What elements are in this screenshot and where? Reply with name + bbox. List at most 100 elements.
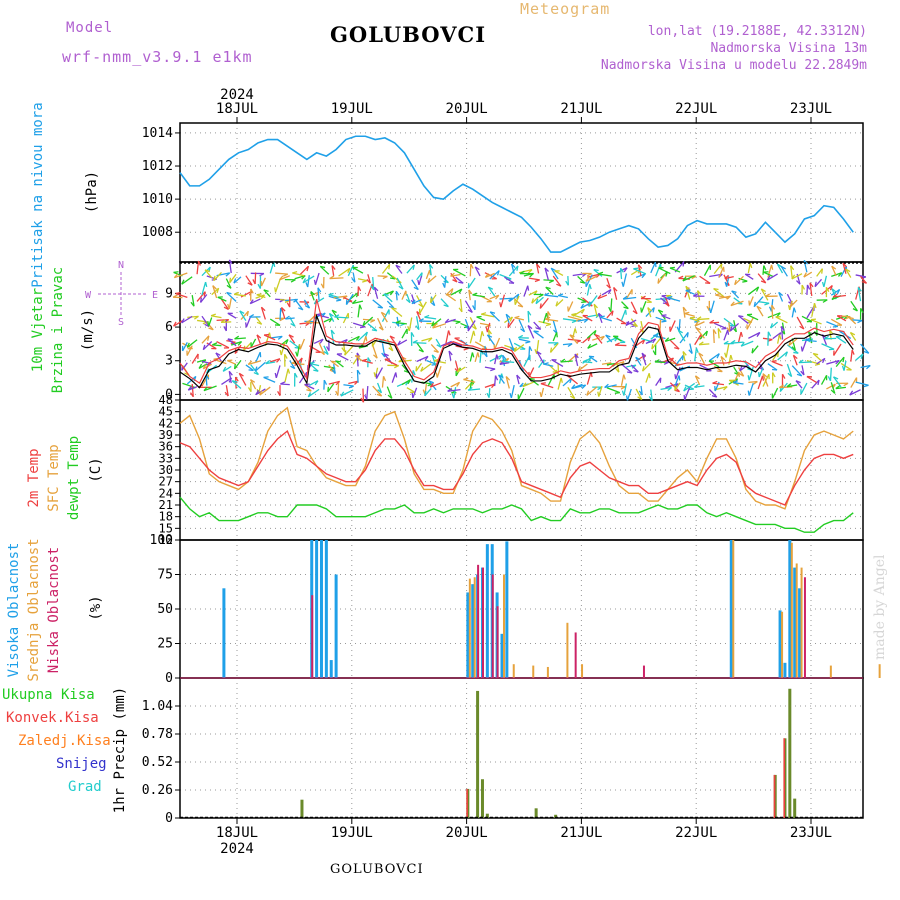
wind-arrow-head (740, 341, 745, 347)
wind-arrow-head (560, 377, 563, 383)
wind-arrow (418, 275, 423, 286)
wind-y-tick-label: 3 (165, 354, 173, 369)
wind-arrow-head (825, 286, 830, 292)
wind-arrow-head (290, 323, 296, 327)
wind-arrow (709, 321, 720, 324)
wind-arrow (445, 330, 450, 344)
wind-arrow-head (716, 353, 720, 359)
wind-arrow (384, 358, 398, 366)
wind-arrow-head (249, 314, 255, 318)
wind-arrow-head (215, 352, 221, 356)
wind-arrow (562, 318, 577, 322)
wind-arrow (795, 380, 803, 389)
wind-arrow-head (424, 356, 429, 361)
wind-arrow-head (341, 347, 346, 353)
wind-arrow-head (832, 293, 838, 298)
wind-arrow-head (635, 356, 641, 361)
wind-arrow (535, 296, 544, 305)
wind-arrow-head (233, 363, 236, 370)
wind-arrow (664, 296, 670, 307)
wind-arrow (234, 337, 246, 340)
wind-arrow-head (727, 329, 730, 335)
wind-arrow (823, 275, 828, 288)
wind-arrow (372, 276, 375, 290)
wind-arrow-head (259, 390, 263, 396)
wind-arrow (376, 317, 384, 331)
wind-arrow-head (305, 282, 309, 288)
wind-arrow (255, 316, 263, 325)
wind-arrow-head (695, 347, 699, 353)
wind-arrow-head (204, 281, 208, 288)
wind-arrow-head (429, 263, 434, 269)
wind-arrow (227, 312, 237, 319)
wind-arrow-head (587, 343, 592, 349)
wind-arrow (455, 276, 464, 284)
wind-arrow-head (778, 291, 784, 297)
wind-arrow (730, 300, 744, 307)
wind-arrow-head (581, 308, 585, 314)
wind-arrow-head (397, 340, 401, 346)
wind-arrow (391, 372, 397, 383)
wind-arrow-head (712, 329, 717, 335)
wind-arrow-head (579, 281, 585, 284)
wind-arrow (429, 382, 442, 388)
wind-arrow (510, 384, 515, 399)
wind-arrow (694, 385, 705, 388)
wind-arrow-head (348, 385, 354, 389)
temperature-y-tick-label: 12 (159, 533, 173, 547)
wind-arrow (679, 331, 689, 344)
wind-arrow-head (586, 273, 592, 277)
wind-arrow-head (444, 318, 450, 324)
wind-arrow (186, 339, 198, 348)
wind-arrow (746, 314, 759, 321)
wind-arrow-head (544, 267, 549, 272)
wind-arrow-head (667, 295, 673, 299)
wind-y-tick-label: 0 (165, 387, 173, 402)
wind-arrow-head (290, 279, 296, 283)
wind-arrow (411, 299, 422, 305)
wind-arrow (191, 384, 194, 397)
wind-arrow (463, 378, 476, 383)
wind-arrow-head (516, 374, 521, 380)
cloud-bar-mid (532, 665, 535, 678)
wind-arrow-head (560, 358, 566, 363)
wind-arrow (430, 294, 437, 304)
wind-arrow-head (651, 344, 654, 350)
wind-arrow-head (652, 350, 657, 356)
pressure-axis-title: Pritisak na nivou mora (30, 102, 46, 287)
wind-arrow (445, 318, 456, 324)
wind-arrow (586, 386, 598, 396)
wind-unit-label: (m/s) (80, 309, 96, 351)
cloud-bar-high (324, 540, 328, 678)
cloud-bar-high (329, 660, 333, 678)
wind-arrow (450, 288, 463, 296)
wind-arrow (181, 276, 193, 285)
wind-arrow (433, 360, 447, 364)
wind-arrow (657, 273, 666, 284)
wind-arrow-head (433, 350, 439, 353)
wind-arrow (640, 321, 644, 333)
wind-arrow-head (652, 307, 655, 313)
wind-arrow (842, 263, 847, 274)
wind-arrow (733, 381, 744, 385)
wind-arrow (210, 315, 222, 319)
wind-arrow (429, 264, 432, 276)
wind-arrow-head (588, 301, 591, 307)
pressure-y-tick-label: 1014 (142, 126, 173, 141)
wind-arrow-head (813, 302, 817, 309)
cloud-y-tick-label: 100 (150, 533, 173, 548)
wind-arrow-head (765, 293, 771, 297)
chart-title: GOLUBOVCI (330, 22, 487, 47)
wind-arrow-head (351, 299, 357, 304)
wind-arrow-head (760, 280, 767, 284)
wind-arrow-head (654, 359, 660, 363)
wind-arrow (776, 334, 781, 344)
wind-arrow (428, 380, 437, 391)
wind-arrow-head (625, 320, 630, 326)
wind-arrow (415, 363, 423, 372)
cloud-bar-mid (546, 666, 549, 678)
wind-arrow (356, 369, 359, 383)
wind-arrow-head (494, 375, 499, 381)
wind-arrow-head (663, 361, 669, 365)
wind-arrow-head (173, 271, 179, 273)
